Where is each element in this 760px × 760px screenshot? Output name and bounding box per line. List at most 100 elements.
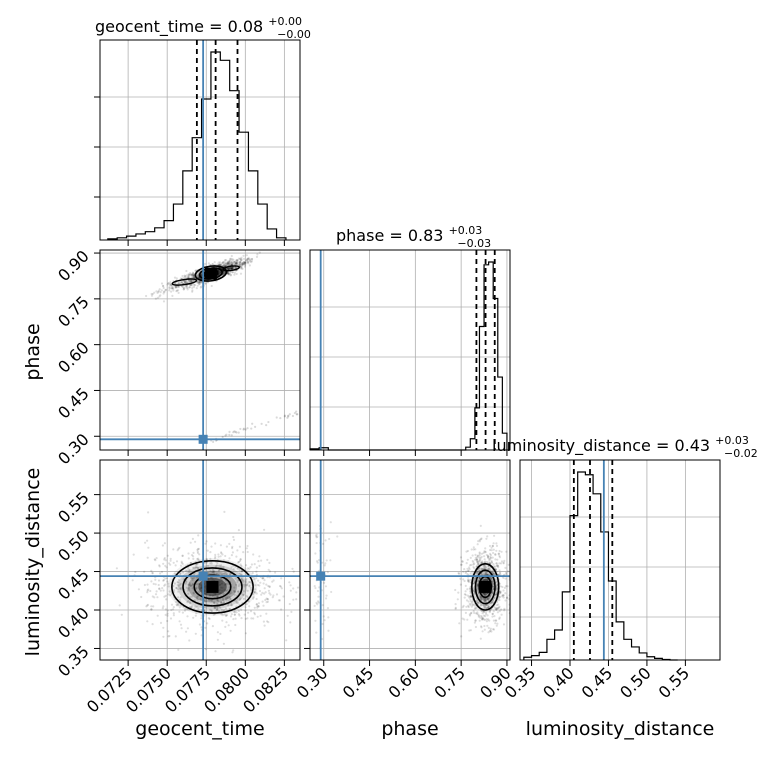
scatter-point (261, 577, 264, 580)
scatter-point (468, 602, 471, 606)
scatter-point (228, 573, 231, 576)
scatter-point (249, 566, 252, 569)
scatter-point (504, 592, 507, 595)
scatter-point (466, 594, 469, 597)
histogram-phase (309, 261, 508, 451)
scatter-point (461, 560, 464, 563)
scatter-point (216, 599, 219, 602)
scatter-point (207, 262, 210, 265)
scatter-point (182, 279, 185, 282)
scatter-point (231, 271, 234, 274)
scatter-point (478, 596, 481, 599)
scatter-point (184, 569, 187, 572)
scatter-point (227, 267, 230, 270)
scatter-point (494, 553, 497, 556)
scatter-point (495, 542, 498, 545)
scatter-point (240, 570, 243, 573)
scatter-point (236, 261, 239, 264)
scatter-point (181, 280, 184, 283)
scatter-point (238, 568, 241, 572)
scatter-point (487, 567, 490, 571)
scatter-point (120, 613, 123, 616)
scatter-point (239, 260, 242, 264)
scatter-point (489, 577, 492, 580)
scatter-point (491, 615, 494, 618)
scatter-point (495, 562, 498, 565)
scatter-point (170, 287, 173, 290)
scatter-point (502, 594, 505, 597)
scatter-point (191, 583, 194, 586)
scatter-point (246, 261, 250, 264)
scatter-point (501, 595, 504, 598)
scatter-point (470, 602, 473, 605)
scatter-point (288, 602, 291, 606)
scatter-point (265, 601, 268, 604)
scatter-point (229, 267, 233, 270)
scatter-point (230, 591, 233, 594)
scatter-point (184, 285, 187, 288)
scatter-point (168, 562, 171, 565)
scatter-point (493, 615, 496, 618)
scatter-point (491, 569, 494, 572)
scatter-point (220, 601, 223, 604)
scatter-point (512, 642, 514, 644)
scatter-point (484, 551, 487, 554)
y-tick-label: 0.75 (54, 292, 93, 331)
scatter-point (186, 601, 189, 604)
scatter-point (263, 592, 266, 595)
scatter-point (325, 594, 328, 597)
scatter-point (469, 600, 473, 603)
scatter-point (249, 586, 252, 590)
scatter-point (496, 622, 499, 625)
scatter-point (322, 615, 325, 618)
scatter-point (235, 259, 238, 262)
scatter-point (235, 261, 238, 265)
scatter-point (289, 621, 292, 624)
scatter-point (211, 263, 214, 266)
scatter-point (263, 579, 266, 582)
scatter-point (261, 577, 264, 580)
scatter-point (237, 561, 240, 564)
scatter-point (219, 577, 223, 581)
scatter-point (491, 590, 494, 593)
scatter-point (485, 606, 488, 609)
scatter-point (497, 552, 500, 555)
scatter-point (314, 534, 318, 537)
scatter-point (496, 564, 499, 567)
scatter-point (226, 263, 229, 266)
scatter-point (231, 267, 234, 270)
scatter-point (242, 597, 245, 600)
scatter-point (492, 571, 495, 575)
scatter-point (482, 604, 485, 608)
scatter-point (160, 282, 164, 285)
scatter-point (189, 577, 192, 580)
scatter-point (231, 262, 234, 265)
panel-frame (99, 249, 301, 451)
scatter-point (466, 567, 469, 570)
scatter-point (194, 269, 197, 272)
scatter-point (240, 578, 243, 581)
scatter-point (470, 605, 473, 608)
scatter-point (487, 606, 490, 609)
scatter-point (478, 551, 481, 554)
scatter-point (463, 618, 466, 621)
scatter-point (503, 586, 506, 590)
scatter-point (223, 264, 226, 267)
scatter-point (487, 631, 490, 634)
scatter-point (469, 604, 472, 607)
scatter-point (469, 595, 472, 598)
scatter-point (316, 603, 319, 606)
scatter-point (214, 606, 217, 610)
scatter-point (489, 548, 492, 552)
scatter-point (170, 290, 173, 293)
scatter-point (215, 602, 218, 605)
scatter-point (465, 605, 468, 608)
scatter-point (296, 413, 299, 416)
scatter-point (147, 546, 150, 549)
scatter-point (267, 584, 270, 588)
scatter-point (240, 261, 243, 265)
scatter-point (183, 274, 186, 277)
scatter-point (229, 597, 232, 601)
scatter-point (194, 566, 197, 569)
scatter-point (471, 603, 474, 606)
